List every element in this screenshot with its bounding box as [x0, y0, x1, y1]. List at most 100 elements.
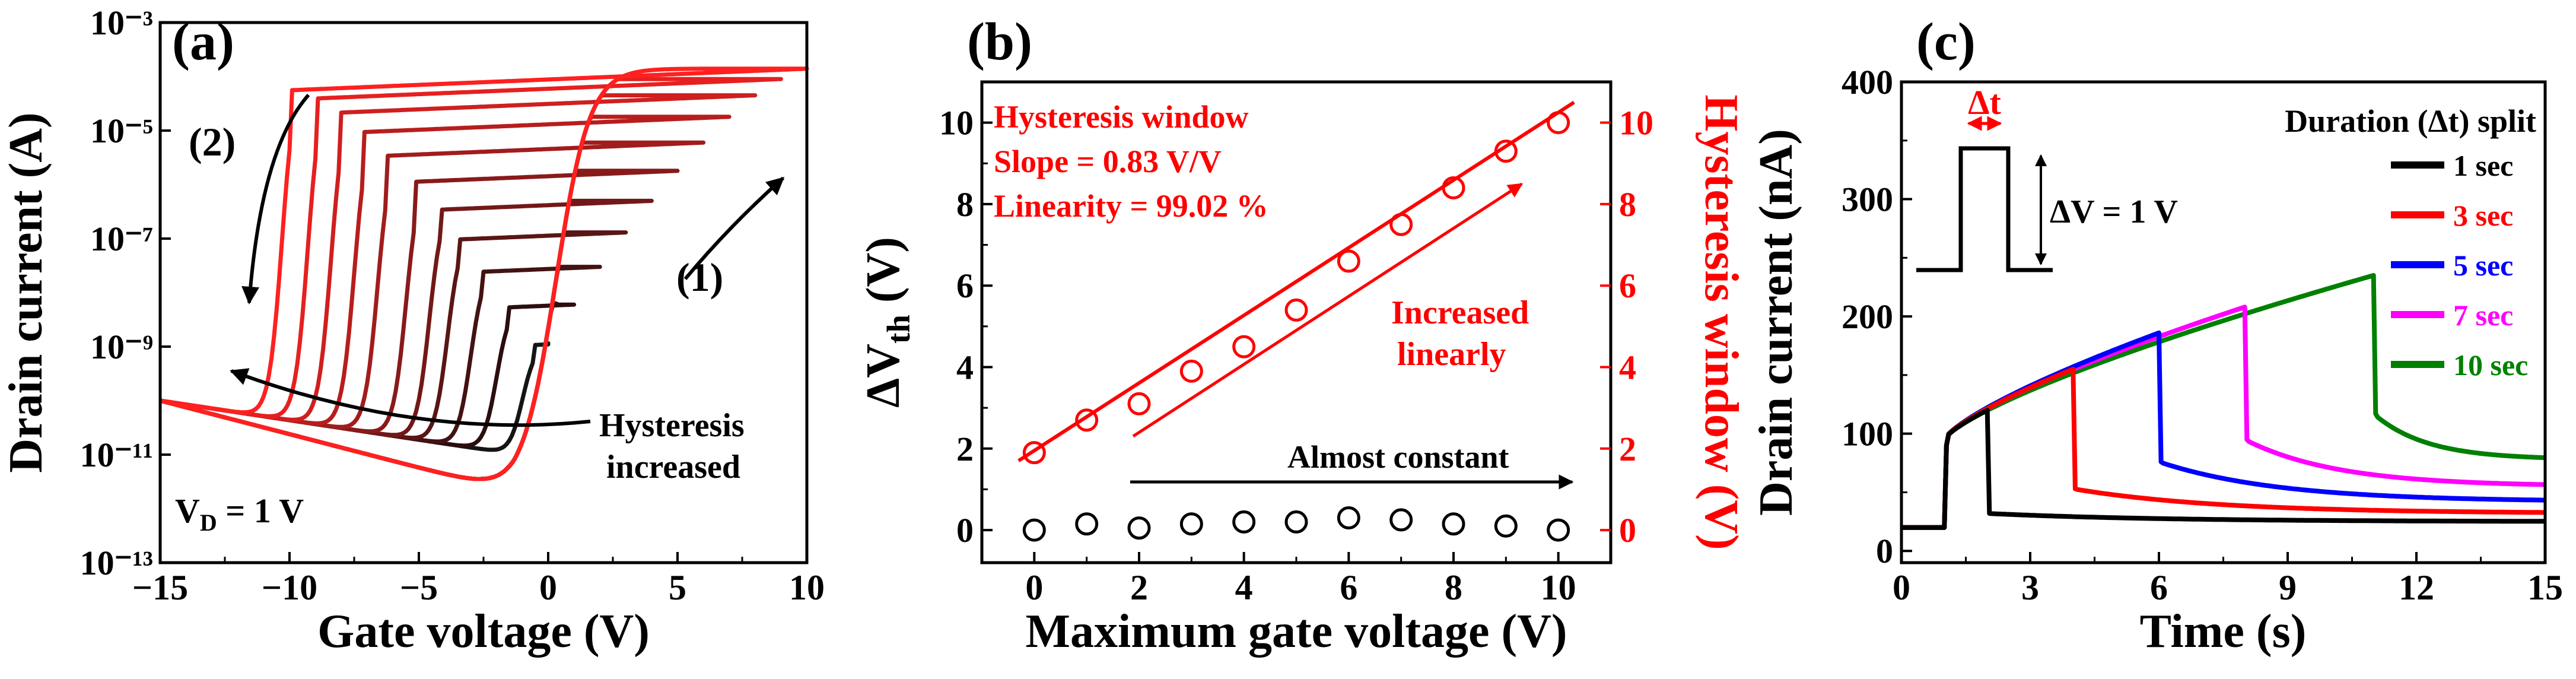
panel-b-point-dvth: [1442, 512, 1465, 536]
panel-c-label: (c): [1916, 12, 1976, 71]
panel-b-point-dvth: [1337, 506, 1360, 529]
panel-c-legend-label: 3 sec: [2453, 199, 2513, 232]
panel-a-x-tick-label: 0: [539, 568, 557, 607]
panel-b-point-hysteresis: [1127, 392, 1151, 415]
panel-a-x-tick-label: −10: [262, 568, 317, 607]
panel-b-box-line-3: Linearity = 99.02 %: [994, 188, 1268, 224]
panel-b-point-dvth: [1127, 516, 1151, 540]
panel-b-ticks: 0 0 0 2 2 2 4 4 4 6 6 6 8 8 8 10 10 10: [939, 104, 1653, 607]
panel-b-y-tick-label-right: 6: [1619, 266, 1636, 305]
panel-c-legend: 1 sec 3 sec 5 sec 7 sec 10 sec: [2391, 149, 2528, 382]
panel-c-ylabel: Drain current (nA): [1750, 129, 1802, 516]
panel-b-annotation-constant: Almost constant: [1287, 439, 1509, 475]
panel-c-ticks: 0 3 6 9 12 15 0 100 200 300 400: [1842, 63, 2563, 607]
panel-b-point-hysteresis: [1284, 298, 1308, 322]
panel-b-point-dvth: [1389, 508, 1413, 532]
panel-b-box-line-2: Slope = 0.83 V/V: [994, 144, 1222, 179]
panel-b-ylabel-left: ΔVth (V): [857, 237, 917, 408]
panel-b-point-hysteresis: [1179, 359, 1203, 383]
panel-b-x-tick-label: 10: [1541, 568, 1576, 607]
panel-a-arrow-reverse: [241, 94, 310, 304]
panel-a-xlabel: Gate voltage (V): [317, 605, 650, 658]
panel-b-point-hysteresis: [1494, 139, 1518, 163]
panel-c-legend-label: 5 sec: [2453, 249, 2513, 282]
panel-a-y-tick-label: 10⁻¹¹: [80, 436, 153, 474]
panel-a-ylabel: Drain current (A): [0, 112, 52, 472]
panel-b-point-hysteresis: [1022, 441, 1046, 465]
panel-b-label: (b): [967, 12, 1032, 71]
panel-c-legend-label: 7 sec: [2453, 299, 2513, 332]
panel-c-x-tick-label: 9: [2279, 568, 2297, 607]
panel-b-point-dvth: [1022, 518, 1046, 542]
panel-b-y-tick-label-left: 0: [956, 511, 974, 550]
panel-b-y-tick-label-left: 6: [956, 266, 974, 305]
panel-a: −15 −10 −5 0 5 10 10⁻¹³ 10⁻¹¹ 10⁻⁹ 10⁻⁷ 10⁻⁵ 10⁻³ (…: [0, 4, 825, 658]
panel-c-inset-dv-label: ΔV = 1 V: [2050, 193, 2178, 230]
panel-c-y-tick-label: 0: [1876, 532, 1893, 570]
panel-b-point-dvth: [1179, 512, 1203, 536]
panel-b-y-tick-label-right: 2: [1619, 430, 1636, 468]
panel-a-y-tick-label: 10⁻⁷: [90, 220, 153, 258]
panel-a-annotation-hysteresis-1: Hysteresis: [599, 407, 745, 444]
panel-b-y-tick-label-left: 2: [956, 430, 974, 468]
panel-b-point-hysteresis: [1389, 212, 1413, 236]
panel-a-y-tick-label: 10⁻⁵: [90, 112, 153, 150]
panel-c-x-tick-label: 12: [2399, 568, 2434, 607]
panel-b-y-tick-label-right: 0: [1619, 511, 1636, 550]
panel-c-current-curve: [1901, 304, 2546, 530]
panel-b-xlabel: Maximum gate voltage (V): [1025, 605, 1567, 658]
panel-c-current-curve: [1901, 408, 2546, 530]
panel-b-y-tick-label-left: 4: [956, 348, 974, 387]
panel-c-x-tick-label: 3: [2021, 568, 2039, 607]
panel-a-transfer-curve: [160, 265, 602, 481]
panel-b-point-dvth: [1075, 512, 1099, 536]
panel-a-x-tick-label: −15: [132, 568, 188, 607]
panel-c-inset-dt-label: Δt: [1968, 83, 2001, 122]
panel-b-point-dvth: [1232, 510, 1256, 534]
panel-c-current-curve: [1901, 330, 2546, 530]
panel-a-x-tick-label: 10: [789, 568, 825, 607]
panel-a-x-tick-label: 5: [669, 568, 686, 607]
panel-b-y-tick-label-left: 10: [939, 104, 974, 142]
panel-c-current-curve: [1901, 367, 2546, 530]
panel-b-point-hysteresis: [1442, 176, 1465, 199]
panel-a-annotation-1: (1): [676, 255, 723, 300]
panel-b-box-line-1: Hysteresis window: [994, 99, 1249, 135]
panel-c-x-tick-label: 6: [2150, 568, 2168, 607]
panel-b-x-tick-label: 6: [1340, 568, 1357, 607]
panel-c-inset-pulse: [1916, 146, 2053, 272]
panel-a-label: (a): [172, 12, 234, 71]
panel-c-y-tick-label: 100: [1842, 415, 1893, 453]
panel-b-ylabel-right: Hysteresis window (V): [1695, 94, 1747, 550]
panel-b-annotation-increased-2: linearly: [1397, 336, 1506, 373]
panel-b: 0 0 0 2 2 2 4 4 4 6 6 6 8 8 8 10 10 10 (b) Maximum gate v…: [857, 12, 1747, 658]
panel-a-x-tick-label: −5: [400, 568, 438, 607]
panel-b-x-tick-label: 8: [1445, 568, 1462, 607]
panel-b-marks: [1017, 100, 1575, 542]
panel-b-point-hysteresis: [1075, 408, 1099, 432]
panel-b-y-tick-label-right: 10: [1619, 104, 1653, 142]
panel-c-legend-label: 10 sec: [2453, 348, 2528, 382]
panel-c-legend-title: Duration (Δt) split: [2285, 103, 2536, 139]
panel-a-vd-label: VD = 1 V: [175, 491, 304, 536]
panel-c-y-tick-label: 300: [1842, 180, 1893, 219]
panel-a-y-tick-label: 10⁻⁹: [90, 328, 153, 366]
panel-a-annotation-hysteresis-2: increased: [606, 449, 740, 486]
panel-b-y-tick-label-right: 8: [1619, 185, 1636, 224]
panel-b-point-dvth: [1547, 518, 1570, 542]
panel-b-y-tick-label-right: 4: [1619, 348, 1636, 387]
panel-b-y-tick-label-left: 8: [956, 185, 974, 224]
panel-a-y-tick-label: 10⁻³: [90, 4, 153, 42]
panel-a-curves: [160, 66, 809, 481]
panel-c-curves: [1901, 273, 2546, 530]
panel-b-fit-line: [1017, 100, 1575, 462]
panel-a-ticks: −15 −10 −5 0 5 10 10⁻¹³ 10⁻¹¹ 10⁻⁹ 10⁻⁷ 10⁻⁵ 10⁻³: [80, 4, 825, 607]
panel-c-y-tick-label: 400: [1842, 63, 1893, 101]
panel-b-x-tick-label: 2: [1130, 568, 1148, 607]
panel-c-x-tick-label: 15: [2527, 568, 2563, 607]
panel-c-y-tick-label: 200: [1842, 297, 1893, 336]
panel-c-x-tick-label: 0: [1893, 568, 1910, 607]
panel-a-arrow-forward: [683, 176, 785, 280]
panel-b-point-hysteresis: [1547, 111, 1570, 135]
